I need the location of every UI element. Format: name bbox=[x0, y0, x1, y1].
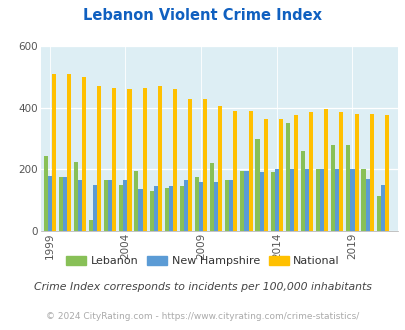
Bar bbox=[360, 169, 364, 231]
Text: © 2024 CityRating.com - https://www.cityrating.com/crime-statistics/: © 2024 CityRating.com - https://www.city… bbox=[46, 312, 359, 321]
Bar bbox=[225, 180, 229, 231]
Bar bbox=[43, 155, 47, 231]
Bar bbox=[304, 169, 308, 231]
Bar bbox=[164, 188, 168, 231]
Bar bbox=[335, 169, 339, 231]
Bar bbox=[259, 173, 263, 231]
Bar bbox=[183, 180, 188, 231]
Bar bbox=[168, 186, 173, 231]
Bar bbox=[67, 74, 71, 231]
Bar bbox=[153, 186, 157, 231]
Bar bbox=[198, 182, 202, 231]
Bar bbox=[202, 99, 207, 231]
Bar bbox=[376, 196, 380, 231]
Bar bbox=[82, 77, 86, 231]
Text: Lebanon Violent Crime Index: Lebanon Violent Crime Index bbox=[83, 8, 322, 23]
Bar bbox=[244, 171, 248, 231]
Bar bbox=[248, 111, 252, 231]
Bar bbox=[350, 169, 354, 231]
Bar bbox=[274, 169, 278, 231]
Bar bbox=[345, 145, 350, 231]
Bar bbox=[51, 74, 55, 231]
Bar bbox=[194, 177, 198, 231]
Bar bbox=[138, 189, 142, 231]
Text: Crime Index corresponds to incidents per 100,000 inhabitants: Crime Index corresponds to incidents per… bbox=[34, 282, 371, 292]
Bar bbox=[285, 123, 289, 231]
Bar bbox=[330, 145, 335, 231]
Bar bbox=[263, 118, 267, 231]
Bar bbox=[188, 99, 192, 231]
Bar bbox=[179, 186, 183, 231]
Bar bbox=[209, 163, 214, 231]
Bar bbox=[364, 179, 369, 231]
Bar bbox=[233, 111, 237, 231]
Bar bbox=[278, 118, 282, 231]
Bar bbox=[74, 162, 78, 231]
Bar bbox=[324, 109, 328, 231]
Bar bbox=[289, 169, 293, 231]
Bar bbox=[354, 114, 358, 231]
Bar bbox=[108, 180, 112, 231]
Bar bbox=[59, 177, 63, 231]
Bar bbox=[119, 185, 123, 231]
Bar bbox=[218, 106, 222, 231]
Bar bbox=[149, 191, 153, 231]
Bar bbox=[384, 115, 388, 231]
Bar bbox=[63, 177, 67, 231]
Bar bbox=[300, 151, 304, 231]
Bar bbox=[47, 176, 51, 231]
Bar bbox=[308, 113, 312, 231]
Bar bbox=[89, 220, 93, 231]
Bar bbox=[240, 171, 244, 231]
Bar bbox=[173, 89, 177, 231]
Bar bbox=[93, 185, 97, 231]
Bar bbox=[214, 182, 218, 231]
Bar bbox=[104, 180, 108, 231]
Bar bbox=[369, 114, 373, 231]
Bar bbox=[293, 115, 297, 231]
Bar bbox=[229, 180, 233, 231]
Bar bbox=[112, 88, 116, 231]
Bar bbox=[134, 171, 138, 231]
Bar bbox=[255, 139, 259, 231]
Legend: Lebanon, New Hampshire, National: Lebanon, New Hampshire, National bbox=[62, 251, 343, 271]
Bar bbox=[142, 88, 146, 231]
Bar bbox=[157, 86, 161, 231]
Bar bbox=[339, 113, 343, 231]
Bar bbox=[97, 86, 101, 231]
Bar bbox=[123, 180, 127, 231]
Bar bbox=[315, 169, 320, 231]
Bar bbox=[270, 173, 274, 231]
Bar bbox=[380, 185, 384, 231]
Bar bbox=[320, 169, 324, 231]
Bar bbox=[127, 89, 131, 231]
Bar bbox=[78, 180, 82, 231]
